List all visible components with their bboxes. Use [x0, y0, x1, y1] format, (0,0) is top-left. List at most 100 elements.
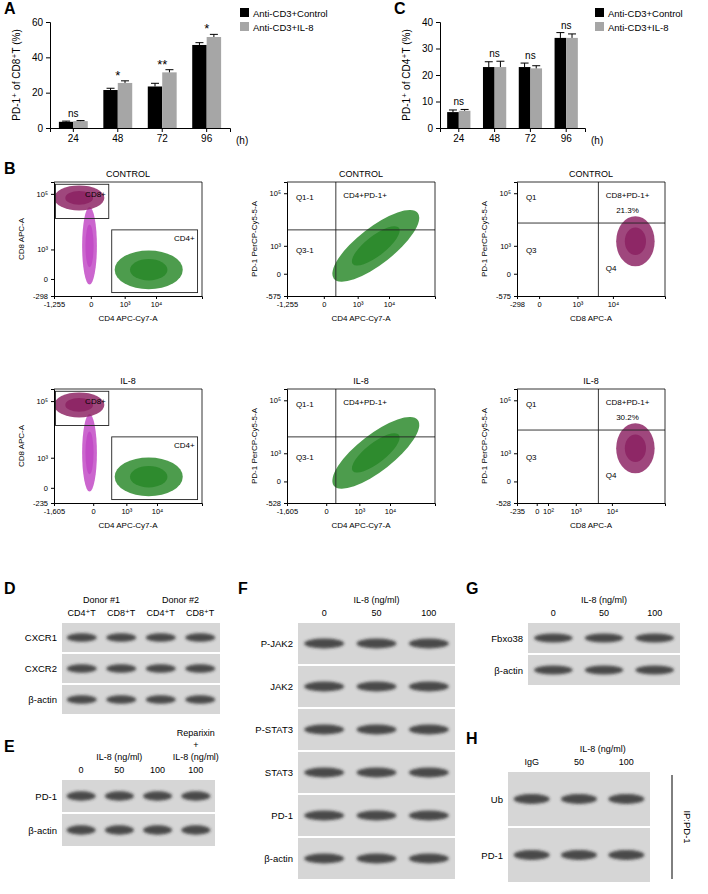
- band: [409, 725, 449, 735]
- tick-label: 10⁵: [270, 189, 281, 198]
- tick-label: 10⁵: [37, 190, 48, 199]
- tick: 0: [44, 275, 54, 284]
- y-axis-title: PD-1⁺ of CD4⁺T (%): [401, 29, 412, 121]
- row-label: JAK2: [270, 681, 293, 692]
- tick: -575: [266, 292, 287, 301]
- gate-label: CD8+: [85, 190, 106, 199]
- axis: -298010³10⁵: [33, 183, 55, 301]
- tick: 10³: [270, 242, 287, 251]
- blot-strip: [528, 655, 680, 685]
- cell-population-core: [85, 432, 93, 475]
- blot-strip: [298, 666, 455, 707]
- row-label: CXCR1: [25, 632, 57, 643]
- tick-mark: [46, 93, 50, 94]
- axis-line: [284, 390, 288, 504]
- tick-label: 72: [157, 133, 169, 144]
- quadrant-label: Q1: [526, 400, 537, 409]
- band: [106, 695, 136, 704]
- western-blot: 050100IL-8 (ng/ml)100Reparixin+IL-8 (ng/…: [28, 728, 219, 846]
- lane-label: 100: [647, 608, 662, 618]
- tick: 0: [89, 296, 93, 309]
- plot-title: CONTROL: [569, 169, 613, 179]
- axis: -298010³10⁴: [510, 296, 666, 309]
- lane-label: 0: [79, 765, 84, 775]
- band: [146, 633, 176, 642]
- tick-mark: [51, 279, 54, 280]
- tick: 10⁴: [384, 296, 396, 309]
- quadrant-label: Q3-1: [296, 453, 314, 462]
- row-label: Ub: [491, 794, 503, 805]
- tick-mark: [613, 296, 614, 299]
- blot-strip: [508, 772, 650, 826]
- tick: 10⁵: [270, 396, 287, 405]
- tick: 10³: [37, 454, 54, 463]
- band: [181, 791, 210, 801]
- bar: [162, 72, 176, 128]
- x-axis-title: CD8 APC-A: [570, 314, 613, 323]
- tick-mark: [514, 481, 517, 482]
- tick: 10³: [353, 296, 364, 309]
- gate-label: CD4+PD-1+: [343, 191, 387, 200]
- lane-label: 100: [188, 765, 203, 775]
- quadrant-line: [335, 389, 336, 503]
- flow-plot: Q1-1Q3-1CD4+PD-1+-1,605010³10⁴-528010³10…: [250, 376, 436, 530]
- bar: [103, 90, 117, 128]
- tick-label: 60: [32, 17, 44, 28]
- band: [146, 695, 176, 704]
- tick-mark: [73, 128, 74, 132]
- plot-frame: [517, 182, 665, 296]
- tick: 10⁴: [608, 296, 620, 309]
- cell-population-core: [85, 225, 93, 268]
- tick-label: 20: [422, 70, 434, 81]
- tick-label: 0: [322, 300, 326, 309]
- tick: -528: [266, 499, 287, 508]
- x-axis-title: CD4 APC-Cy7-A: [331, 521, 391, 530]
- quadrant-line: [287, 436, 435, 437]
- tick: 10⁵: [500, 396, 517, 405]
- tick-mark: [51, 296, 54, 297]
- tick-label: -1,255: [277, 300, 298, 309]
- axis: -1,255010³10⁴: [44, 296, 203, 309]
- gate-label: CD8+PD-1+: [606, 191, 650, 200]
- tick-mark: [51, 488, 54, 489]
- error-bar: [532, 66, 540, 69]
- gate-label: CD4+PD-1+: [343, 398, 387, 407]
- tick-label: 10⁴: [151, 300, 163, 309]
- bar-series: [59, 43, 207, 128]
- band: [357, 811, 397, 821]
- band: [635, 666, 674, 675]
- error-bar: [210, 34, 218, 37]
- error-line: [488, 62, 489, 67]
- band: [304, 854, 344, 864]
- tick-label: 0: [89, 300, 93, 309]
- bar-series: [459, 34, 578, 128]
- flow-plot: Q1Q3Q4CD8+PD-1+30.2%-235010²10³10⁴-52801…: [480, 376, 666, 530]
- bar-chart: nsnsnsns01020304024487296(h)PD-1⁺ of CD4…: [401, 8, 683, 147]
- tick: -528: [496, 499, 517, 508]
- tick-label: 10³: [37, 245, 48, 254]
- tick: 10³: [500, 449, 517, 458]
- bar: [207, 37, 221, 128]
- tick-label: -235: [33, 499, 48, 508]
- tick: 40: [32, 52, 50, 63]
- tick-label: -575: [266, 292, 281, 301]
- band: [185, 695, 215, 704]
- gate: [55, 391, 108, 425]
- bar: [519, 67, 531, 128]
- legend-label: Anti-CD3+Control: [253, 8, 328, 19]
- error-cap: [151, 83, 159, 84]
- gate-labels: Q1Q3Q4CD8+PD-1+30.2%: [526, 398, 650, 480]
- quadrant-line: [287, 229, 435, 230]
- band: [181, 825, 210, 835]
- band: [304, 639, 344, 649]
- row-label: STAT3: [265, 767, 293, 778]
- band: [608, 794, 644, 804]
- significance: **: [157, 57, 167, 72]
- tick: 20: [32, 87, 50, 98]
- error-cap: [77, 120, 85, 121]
- y-axis-title: CD8 APC-A: [17, 424, 26, 467]
- axis-line: [51, 390, 55, 504]
- error-cap: [121, 80, 129, 81]
- tick: 10: [422, 96, 440, 107]
- tick: 10³: [354, 503, 365, 516]
